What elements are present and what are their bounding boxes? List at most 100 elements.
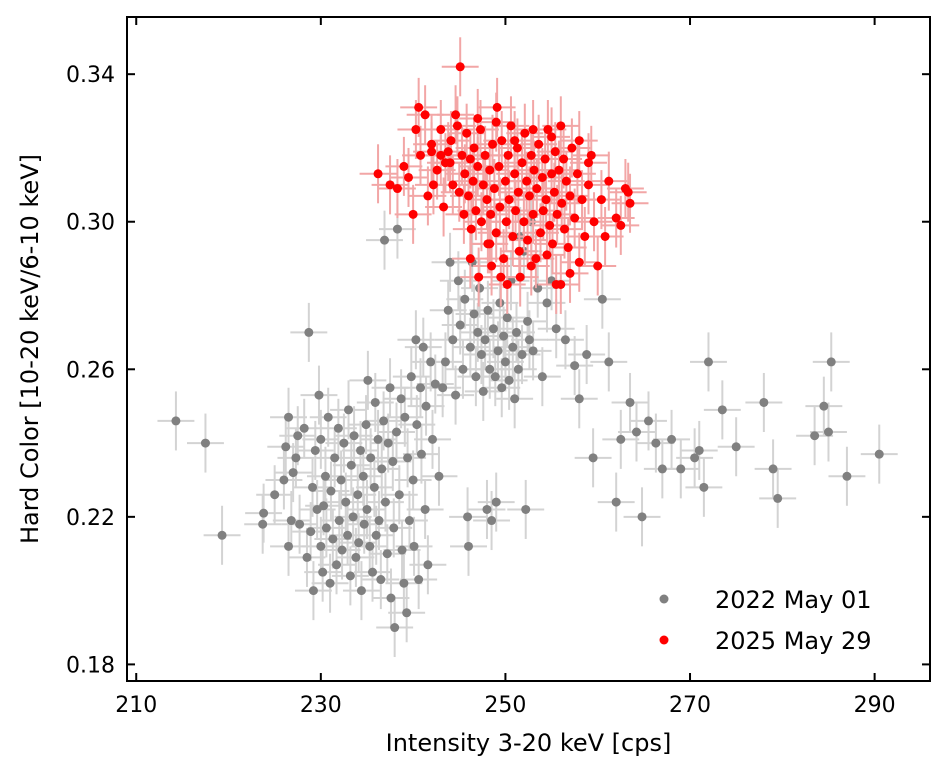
data-point <box>497 383 507 393</box>
data-point <box>580 231 590 241</box>
data-point <box>416 383 426 393</box>
data-point <box>443 305 453 315</box>
x-tick-label: 250 <box>484 693 526 718</box>
data-point <box>810 431 820 441</box>
data-point <box>389 523 399 533</box>
data-point <box>552 209 562 219</box>
data-point <box>376 575 386 585</box>
data-point <box>563 243 573 253</box>
data-point <box>473 327 483 337</box>
data-point <box>339 438 349 448</box>
data-point <box>503 150 513 160</box>
data-point <box>284 412 294 422</box>
data-point <box>643 416 653 426</box>
data-point <box>409 541 419 551</box>
data-point <box>531 254 541 264</box>
data-point <box>411 125 421 135</box>
data-point <box>513 187 523 197</box>
data-point <box>551 324 561 334</box>
y-tick-label: 0.18 <box>66 653 115 678</box>
data-point <box>521 504 531 514</box>
data-point <box>416 449 426 459</box>
data-point <box>359 519 369 529</box>
data-point <box>304 327 314 337</box>
data-point <box>346 460 356 470</box>
data-point <box>488 324 498 334</box>
data-point <box>524 335 534 345</box>
data-point <box>485 364 495 374</box>
data-point <box>731 442 741 452</box>
data-point <box>377 464 387 474</box>
data-point <box>343 530 353 540</box>
data-point <box>469 143 479 153</box>
data-point <box>497 136 507 146</box>
data-point <box>506 121 516 131</box>
data-point <box>394 490 404 500</box>
data-point <box>570 213 580 223</box>
data-point <box>356 586 366 596</box>
data-point <box>512 327 522 337</box>
data-point <box>823 427 833 437</box>
data-point <box>554 165 564 175</box>
data-point <box>574 136 584 146</box>
data-point <box>411 335 421 345</box>
data-point <box>392 427 402 437</box>
data-point <box>583 158 593 168</box>
data-point <box>354 538 364 548</box>
data-point <box>593 261 603 271</box>
data-point <box>504 375 514 385</box>
data-point <box>408 209 418 219</box>
data-point <box>517 158 527 168</box>
data-point <box>345 571 355 581</box>
data-point <box>478 386 488 396</box>
data-point <box>414 575 424 585</box>
data-point <box>523 316 533 326</box>
data-point <box>386 593 396 603</box>
data-point <box>631 427 641 437</box>
data-point <box>217 530 227 540</box>
legend-label-2025-may-29: 2025 May 29 <box>715 627 872 655</box>
data-point <box>308 586 318 596</box>
data-point <box>420 110 430 120</box>
data-point <box>423 191 433 201</box>
data-point <box>380 235 390 245</box>
data-point <box>502 279 512 289</box>
data-point <box>520 128 530 138</box>
data-point <box>703 357 713 367</box>
data-point <box>368 567 378 577</box>
data-point <box>491 497 501 507</box>
data-point <box>365 541 375 551</box>
data-point <box>445 158 455 168</box>
data-point <box>494 161 504 171</box>
data-point <box>402 608 412 618</box>
data-point <box>500 357 510 367</box>
data-point <box>528 346 538 356</box>
data-point <box>200 438 210 448</box>
data-point <box>513 364 523 374</box>
data-point <box>577 195 587 205</box>
data-point <box>625 397 635 407</box>
data-point <box>455 320 465 330</box>
data-point <box>773 493 783 503</box>
data-point <box>458 364 468 374</box>
data-point <box>445 257 455 267</box>
data-point <box>508 231 518 241</box>
data-point <box>528 125 538 135</box>
data-point <box>464 541 474 551</box>
data-point <box>483 305 493 315</box>
y-axis-ticks: 0.18 0.22 0.26 0.30 0.34 <box>66 63 930 678</box>
data-point <box>430 379 440 389</box>
data-point <box>385 383 395 393</box>
data-point <box>404 516 414 526</box>
data-point <box>560 335 570 345</box>
data-point <box>551 279 561 289</box>
data-point <box>427 147 437 157</box>
data-point <box>310 445 320 455</box>
data-point <box>465 254 475 264</box>
data-point <box>768 464 778 474</box>
data-point <box>596 195 606 205</box>
legend-marker-2022-may-01 <box>659 594 669 604</box>
points-series-2022-may-01 <box>171 217 884 633</box>
data-point <box>388 457 398 467</box>
data-point <box>623 187 633 197</box>
